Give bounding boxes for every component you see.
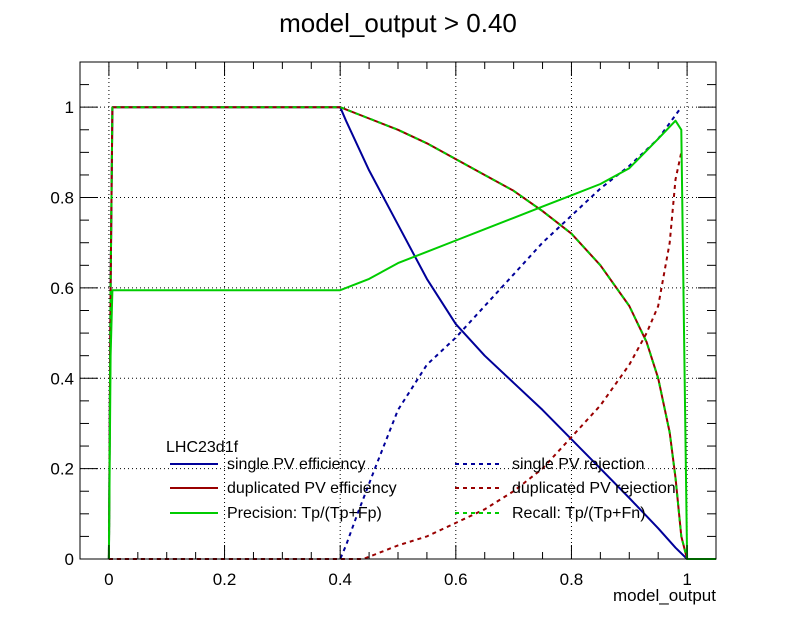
y-tick-label: 0 bbox=[65, 550, 74, 569]
y-tick-label: 0.8 bbox=[50, 189, 74, 208]
x-axis-label: model_output bbox=[613, 586, 716, 605]
series-layer bbox=[107, 106, 716, 560]
chart-title: model_output > 0.40 bbox=[279, 8, 517, 38]
y-tick-label: 0.2 bbox=[50, 460, 74, 479]
legend: LHC23d1f single PV efficiency single PV r… bbox=[166, 439, 676, 522]
tick-labels: 0 0.2 0.4 0.6 0.8 1 0 0.2 0.4 0.6 0.8 1 bbox=[50, 98, 691, 589]
legend-label-5: Recall: Tp/(Tp+Fn) bbox=[512, 505, 646, 522]
legend-label-3: duplicated PV rejection bbox=[512, 480, 676, 497]
series-line-3 bbox=[108, 152, 683, 560]
series-line-1 bbox=[108, 106, 683, 560]
series-line-5 bbox=[107, 106, 716, 560]
grid-lines bbox=[80, 62, 716, 560]
legend-label-1: single PV rejection bbox=[512, 456, 645, 473]
series-line-4 bbox=[107, 119, 716, 560]
y-tick-label: 0.6 bbox=[50, 279, 74, 298]
axis-ticks bbox=[79, 61, 717, 560]
x-tick-label: 0.2 bbox=[213, 570, 237, 589]
y-tick-label: 1 bbox=[65, 98, 74, 117]
x-tick-label: 0.8 bbox=[560, 570, 584, 589]
legend-label-4: Precision: Tp/(Tp+Fp) bbox=[227, 505, 382, 522]
y-tick-label: 0.4 bbox=[50, 369, 74, 388]
x-tick-label: 1 bbox=[682, 570, 691, 589]
legend-label-2: duplicated PV efficiency bbox=[227, 480, 397, 497]
x-tick-label: 0.6 bbox=[444, 570, 468, 589]
x-tick-label: 0 bbox=[104, 570, 113, 589]
legend-label-0: single PV efficiency bbox=[227, 456, 365, 473]
x-tick-label: 0.4 bbox=[328, 570, 352, 589]
legend-title: LHC23d1f bbox=[166, 439, 239, 456]
